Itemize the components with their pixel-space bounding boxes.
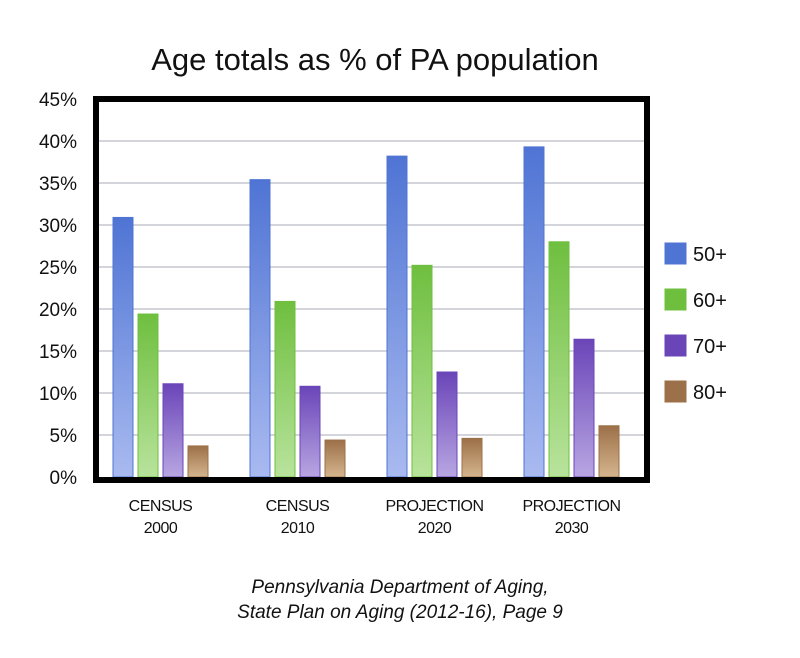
legend-label: 70+ xyxy=(693,336,727,358)
bar-60plus-2 xyxy=(411,264,433,478)
legend-label: 60+ xyxy=(693,290,727,312)
x-tick-label-line2: 2020 xyxy=(418,520,452,537)
gridlines xyxy=(99,140,644,436)
bar-70plus-2 xyxy=(436,371,458,478)
x-axis-ticks: CENSUS 2000 CENSUS 2010 PROJECTION 2020 PROJEC… xyxy=(129,498,621,537)
bar-70plus-3 xyxy=(573,338,595,478)
y-tick-label: 5% xyxy=(50,426,78,447)
chart-title: Age totals as % of PA population xyxy=(151,42,599,77)
y-tick-label: 15% xyxy=(39,342,77,363)
bar-80plus-2 xyxy=(461,437,483,478)
bar-group xyxy=(523,146,620,478)
y-tick-label: 25% xyxy=(39,258,77,279)
legend-swatch xyxy=(664,334,687,357)
bar-60plus-1 xyxy=(274,300,296,478)
legend-label: 80+ xyxy=(693,382,727,404)
legend-item: 70+ xyxy=(664,334,727,358)
legend-label: 50+ xyxy=(693,244,727,266)
x-tick-label-line2: 2010 xyxy=(281,520,315,537)
legend-item: 60+ xyxy=(664,288,727,312)
bar-50plus-3 xyxy=(523,146,545,478)
bar-80plus-1 xyxy=(324,439,346,478)
bars xyxy=(112,146,620,478)
bar-80plus-0 xyxy=(187,445,209,478)
bar-group xyxy=(112,216,209,478)
x-tick-label-line1: CENSUS xyxy=(129,498,193,515)
bar-60plus-3 xyxy=(548,241,570,478)
x-tick-label-line1: CENSUS xyxy=(266,498,330,515)
x-tick-label-line2: 2000 xyxy=(144,520,178,537)
y-tick-label: 20% xyxy=(39,300,77,321)
legend-swatch xyxy=(664,380,687,403)
bar-50plus-2 xyxy=(386,155,408,478)
bar-60plus-0 xyxy=(137,313,159,478)
source-line-2: State Plan on Aging (2012-16), Page 9 xyxy=(237,602,563,623)
bar-50plus-0 xyxy=(112,216,134,478)
y-tick-label: 40% xyxy=(39,132,77,153)
y-tick-label: 30% xyxy=(39,216,77,237)
y-tick-label: 35% xyxy=(39,174,77,195)
x-tick-label-line2: 2030 xyxy=(555,520,589,537)
source-line-1: Pennsylvania Department of Aging, xyxy=(251,577,549,598)
x-tick-label-line1: PROJECTION xyxy=(385,498,483,515)
legend-swatch xyxy=(664,288,687,311)
bar-group xyxy=(249,179,346,478)
legend-swatch xyxy=(664,242,687,265)
y-tick-label: 45% xyxy=(39,90,77,111)
bar-group xyxy=(386,155,483,478)
bar-70plus-0 xyxy=(162,383,184,478)
x-tick-label-line1: PROJECTION xyxy=(522,498,620,515)
chart: Age totals as % of PA population 0% 5% 10%… xyxy=(39,42,727,537)
plot-frame xyxy=(93,96,650,483)
y-tick-label: 10% xyxy=(39,384,77,405)
legend-item: 80+ xyxy=(664,380,727,404)
y-tick-label: 0% xyxy=(50,468,78,489)
bar-80plus-3 xyxy=(598,425,620,478)
legend: 50+ 60+ 70+ 80+ xyxy=(664,242,727,404)
y-axis-ticks: 0% 5% 10% 15% 20% 25% 30% 35% 40% 45% xyxy=(39,90,77,489)
bar-50plus-1 xyxy=(249,179,271,478)
bar-70plus-1 xyxy=(299,385,321,478)
legend-item: 50+ xyxy=(664,242,727,266)
